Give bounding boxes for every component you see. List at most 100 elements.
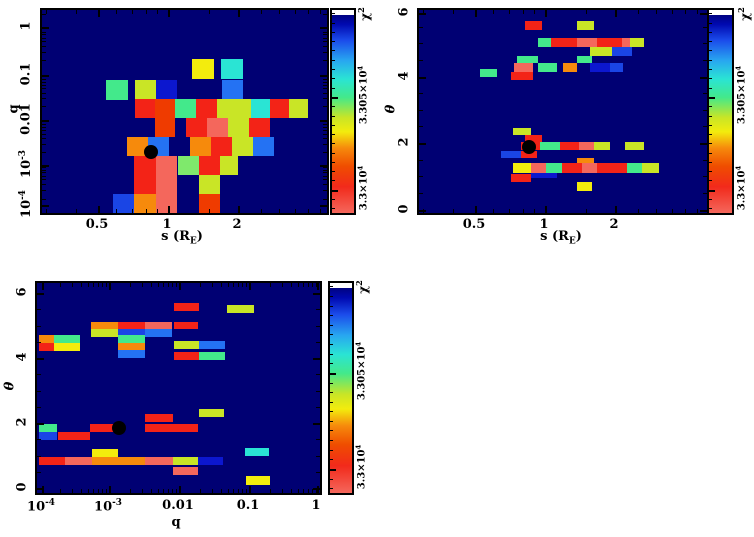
tick-mark: [142, 283, 143, 287]
tick-mark: [709, 153, 712, 154]
tick-mark: [98, 283, 99, 287]
colorbar-tick-label: 3.305×104: [734, 65, 748, 125]
tick-mark: [709, 13, 712, 14]
tick-mark: [419, 110, 423, 111]
tick-mark: [163, 489, 164, 493]
tick-mark: [685, 209, 686, 213]
tick-mark: [179, 486, 181, 493]
tick-mark: [419, 126, 423, 127]
tick-mark: [323, 127, 327, 128]
tick-mark: [330, 354, 333, 355]
tick-mark: [295, 10, 296, 14]
x-tick-label: 2: [232, 217, 242, 232]
colorbar-title: χ2: [356, 7, 372, 21]
tick-mark: [330, 421, 333, 422]
heatmap-cell: [145, 457, 173, 465]
heatmap-cell: [113, 194, 134, 213]
tick-mark: [242, 489, 243, 493]
heatmap-cell: [511, 174, 531, 182]
tick-mark: [320, 27, 327, 29]
panel-q-theta-plot-area: [35, 281, 322, 495]
tick-mark: [42, 130, 46, 131]
tick-mark: [282, 489, 283, 493]
heatmap-cell: [156, 156, 177, 175]
tick-mark: [279, 209, 280, 213]
heatmap-cell: [175, 99, 196, 118]
heatmap-cell: [579, 142, 594, 150]
tick-mark: [212, 489, 213, 493]
tick-mark: [238, 10, 240, 17]
tick-mark: [672, 10, 673, 14]
tick-mark: [312, 489, 313, 493]
heatmap-cell: [521, 151, 537, 158]
tick-mark: [703, 160, 707, 161]
tick-mark: [42, 283, 44, 290]
tick-mark: [37, 374, 41, 375]
heatmap-cell: [513, 128, 531, 135]
tick-mark: [312, 283, 313, 287]
heatmap-cell: [577, 21, 594, 30]
tick-mark: [330, 469, 336, 471]
tick-mark: [81, 283, 82, 287]
tick-mark: [37, 439, 41, 440]
tick-mark: [330, 383, 333, 384]
heatmap-cell: [155, 118, 175, 137]
tick-mark: [703, 60, 707, 61]
tick-mark: [42, 82, 46, 83]
tick-mark: [323, 34, 327, 35]
tick-mark: [332, 143, 335, 144]
x-tick-label: 0.1: [236, 498, 260, 513]
tick-mark: [419, 43, 423, 44]
tick-mark: [316, 374, 320, 375]
tick-mark: [102, 283, 103, 287]
heatmap-cell: [577, 38, 597, 47]
heatmap-cell: [562, 163, 582, 173]
heatmap-cell: [156, 175, 177, 194]
tick-mark: [151, 489, 152, 493]
tick-mark: [42, 184, 46, 185]
tick-mark: [332, 60, 335, 61]
tick-mark: [332, 171, 335, 172]
tick-mark: [709, 60, 712, 61]
tick-mark: [323, 184, 327, 185]
tick-mark: [42, 199, 46, 200]
heatmap-cell: [145, 329, 172, 337]
tick-mark: [656, 10, 657, 14]
tick-mark: [81, 489, 82, 493]
colorbar: [330, 8, 356, 215]
tick-mark: [106, 283, 107, 287]
x-axis-title: s (RE): [161, 229, 203, 247]
tick-mark: [130, 489, 131, 493]
colorbar-gradient: [709, 10, 732, 213]
tick-mark: [332, 190, 338, 192]
heatmap-cell: [118, 322, 145, 329]
heatmap-cell: [106, 80, 128, 100]
heatmap-cell: [134, 175, 156, 194]
tick-mark: [709, 134, 712, 135]
tick-mark: [42, 120, 49, 122]
tick-mark: [37, 423, 44, 425]
tick-mark: [703, 176, 707, 177]
x-axis-title: s (RE): [540, 229, 582, 247]
tick-mark: [298, 489, 299, 493]
heatmap-cell: [91, 329, 118, 337]
colorbar-tick-label: 3.305×104: [354, 341, 368, 401]
tick-mark: [709, 32, 712, 33]
tick-mark: [419, 160, 423, 161]
tick-mark: [323, 93, 327, 94]
tick-mark: [42, 27, 49, 29]
heatmap-cell: [622, 38, 630, 47]
tick-mark: [330, 296, 333, 297]
tick-mark: [228, 489, 229, 493]
tick-mark: [212, 283, 213, 287]
tick-mark: [475, 206, 477, 213]
tick-mark: [316, 391, 320, 392]
heatmap-cell: [118, 457, 145, 465]
tick-mark: [316, 309, 320, 310]
tick-mark: [200, 489, 201, 493]
heatmap-cell: [270, 99, 289, 118]
tick-mark: [332, 32, 335, 33]
y-tick-label: 0.1: [18, 62, 34, 86]
tick-mark: [298, 283, 299, 287]
tick-mark: [233, 489, 234, 493]
